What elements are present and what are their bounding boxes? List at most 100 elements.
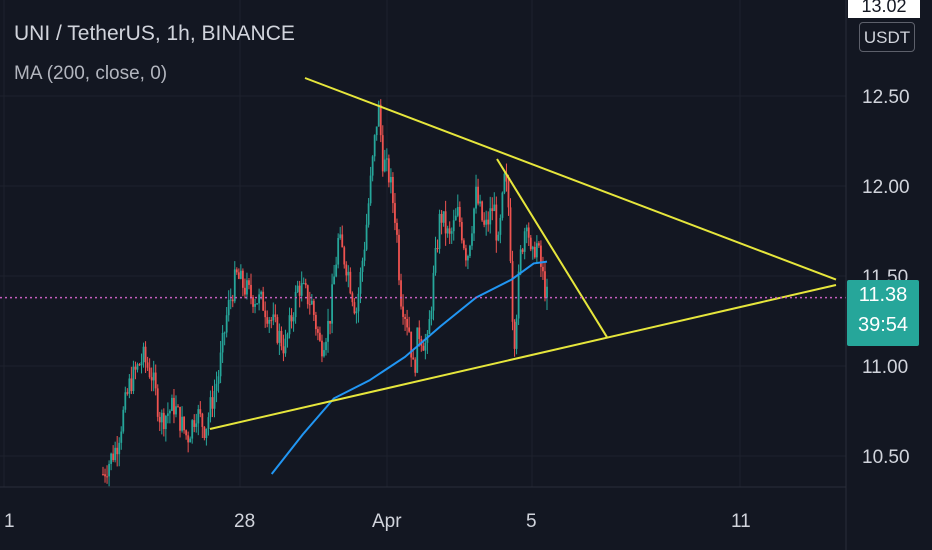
candle-body — [177, 406, 179, 408]
candle-body — [467, 255, 469, 261]
candle-body — [199, 409, 202, 414]
candle-body — [179, 406, 181, 431]
candle-body — [201, 413, 204, 427]
candle-body — [483, 220, 486, 225]
candle-body — [519, 249, 522, 272]
candle-body — [286, 334, 289, 339]
candle-body — [418, 327, 421, 339]
currency-button[interactable]: USDT — [859, 22, 915, 52]
candle-body — [448, 228, 451, 234]
candle-body — [357, 293, 360, 312]
candle-body — [329, 320, 331, 324]
candle-body — [379, 104, 382, 136]
x-tick-label: 28 — [234, 511, 255, 532]
candle-body — [371, 156, 374, 176]
candle-body — [460, 221, 463, 241]
candle-body — [233, 269, 236, 302]
candle-body — [462, 240, 465, 249]
candle-body — [523, 231, 526, 252]
candle-body — [351, 293, 354, 303]
candle-body — [154, 372, 157, 389]
candle-body — [104, 474, 106, 477]
candle-body — [229, 299, 232, 301]
candle-body — [128, 378, 131, 394]
candle-body — [116, 447, 119, 455]
candle-body — [106, 476, 108, 478]
candle-body — [314, 314, 317, 330]
candle-body — [108, 463, 110, 477]
candle-body — [264, 310, 267, 318]
candle-body — [231, 299, 234, 302]
moving-average-line — [270, 260, 548, 475]
candle-body — [335, 264, 338, 277]
candle-body — [284, 338, 287, 354]
candle-body — [252, 297, 254, 307]
candle-body — [246, 280, 248, 295]
candle-body — [132, 366, 135, 392]
candle-body — [308, 304, 311, 306]
candle-body — [317, 329, 319, 333]
candle-body — [507, 181, 510, 208]
candle-body — [162, 412, 165, 430]
candle-body — [237, 272, 240, 279]
candle-body — [207, 417, 210, 429]
candle-body — [191, 420, 194, 439]
candle-body — [260, 291, 263, 295]
candle-body — [400, 280, 402, 307]
trendline-steep — [496, 158, 608, 338]
candle-body — [203, 426, 206, 438]
trendline-upper — [304, 77, 837, 281]
candle-body — [493, 204, 496, 212]
y-axis[interactable]: 12.50 12.00 11.50 11.00 10.50 — [862, 87, 910, 468]
candle-body — [120, 431, 123, 443]
candle-body — [487, 219, 490, 225]
candle-body — [175, 406, 177, 415]
candle-body — [383, 159, 386, 172]
candle-body — [515, 318, 518, 349]
candle-body — [367, 203, 370, 225]
candle-body — [134, 366, 137, 370]
candle-body — [499, 217, 502, 235]
trendline-lower — [209, 284, 837, 430]
candle-body — [414, 359, 417, 373]
candle-body — [410, 331, 413, 358]
candle-body — [112, 453, 115, 461]
candle-body — [312, 300, 315, 315]
candle-body — [434, 247, 437, 273]
y-tick-label: 10.50 — [862, 447, 910, 468]
candle-body — [300, 283, 303, 296]
trendlines[interactable] — [209, 77, 837, 430]
candle-body — [282, 346, 285, 354]
candle-body — [479, 201, 481, 204]
candle-body — [136, 364, 139, 370]
candle-body — [278, 330, 281, 343]
candle-body — [450, 231, 453, 234]
candle-body — [219, 352, 222, 377]
candle-body — [239, 270, 242, 279]
candle-body — [458, 206, 461, 222]
candle-body — [361, 260, 364, 272]
candle-body — [497, 234, 500, 241]
candle-body — [408, 327, 411, 332]
candle-body — [533, 246, 536, 258]
candle-body — [396, 222, 398, 235]
x-axis[interactable]: 1 28 Apr 5 11 — [4, 511, 751, 532]
candle-body — [323, 350, 325, 357]
indicator-label[interactable]: MA (200, close, 0) — [14, 63, 168, 84]
candle-body — [343, 247, 346, 265]
symbol-title[interactable]: UNI / TetherUS, 1h, BINANCE — [14, 22, 295, 45]
candle-body — [122, 409, 125, 432]
candle-body — [477, 186, 479, 204]
candle-body — [424, 342, 427, 351]
candle-body — [527, 227, 530, 238]
candle-body — [525, 227, 528, 232]
candle-body — [341, 234, 344, 248]
candle-body — [173, 397, 175, 415]
candle-body — [402, 306, 404, 317]
candle-body — [349, 271, 352, 294]
candle-body — [412, 357, 415, 360]
candle-body — [235, 269, 238, 273]
candle-body — [166, 413, 169, 416]
candle-body — [140, 362, 143, 366]
